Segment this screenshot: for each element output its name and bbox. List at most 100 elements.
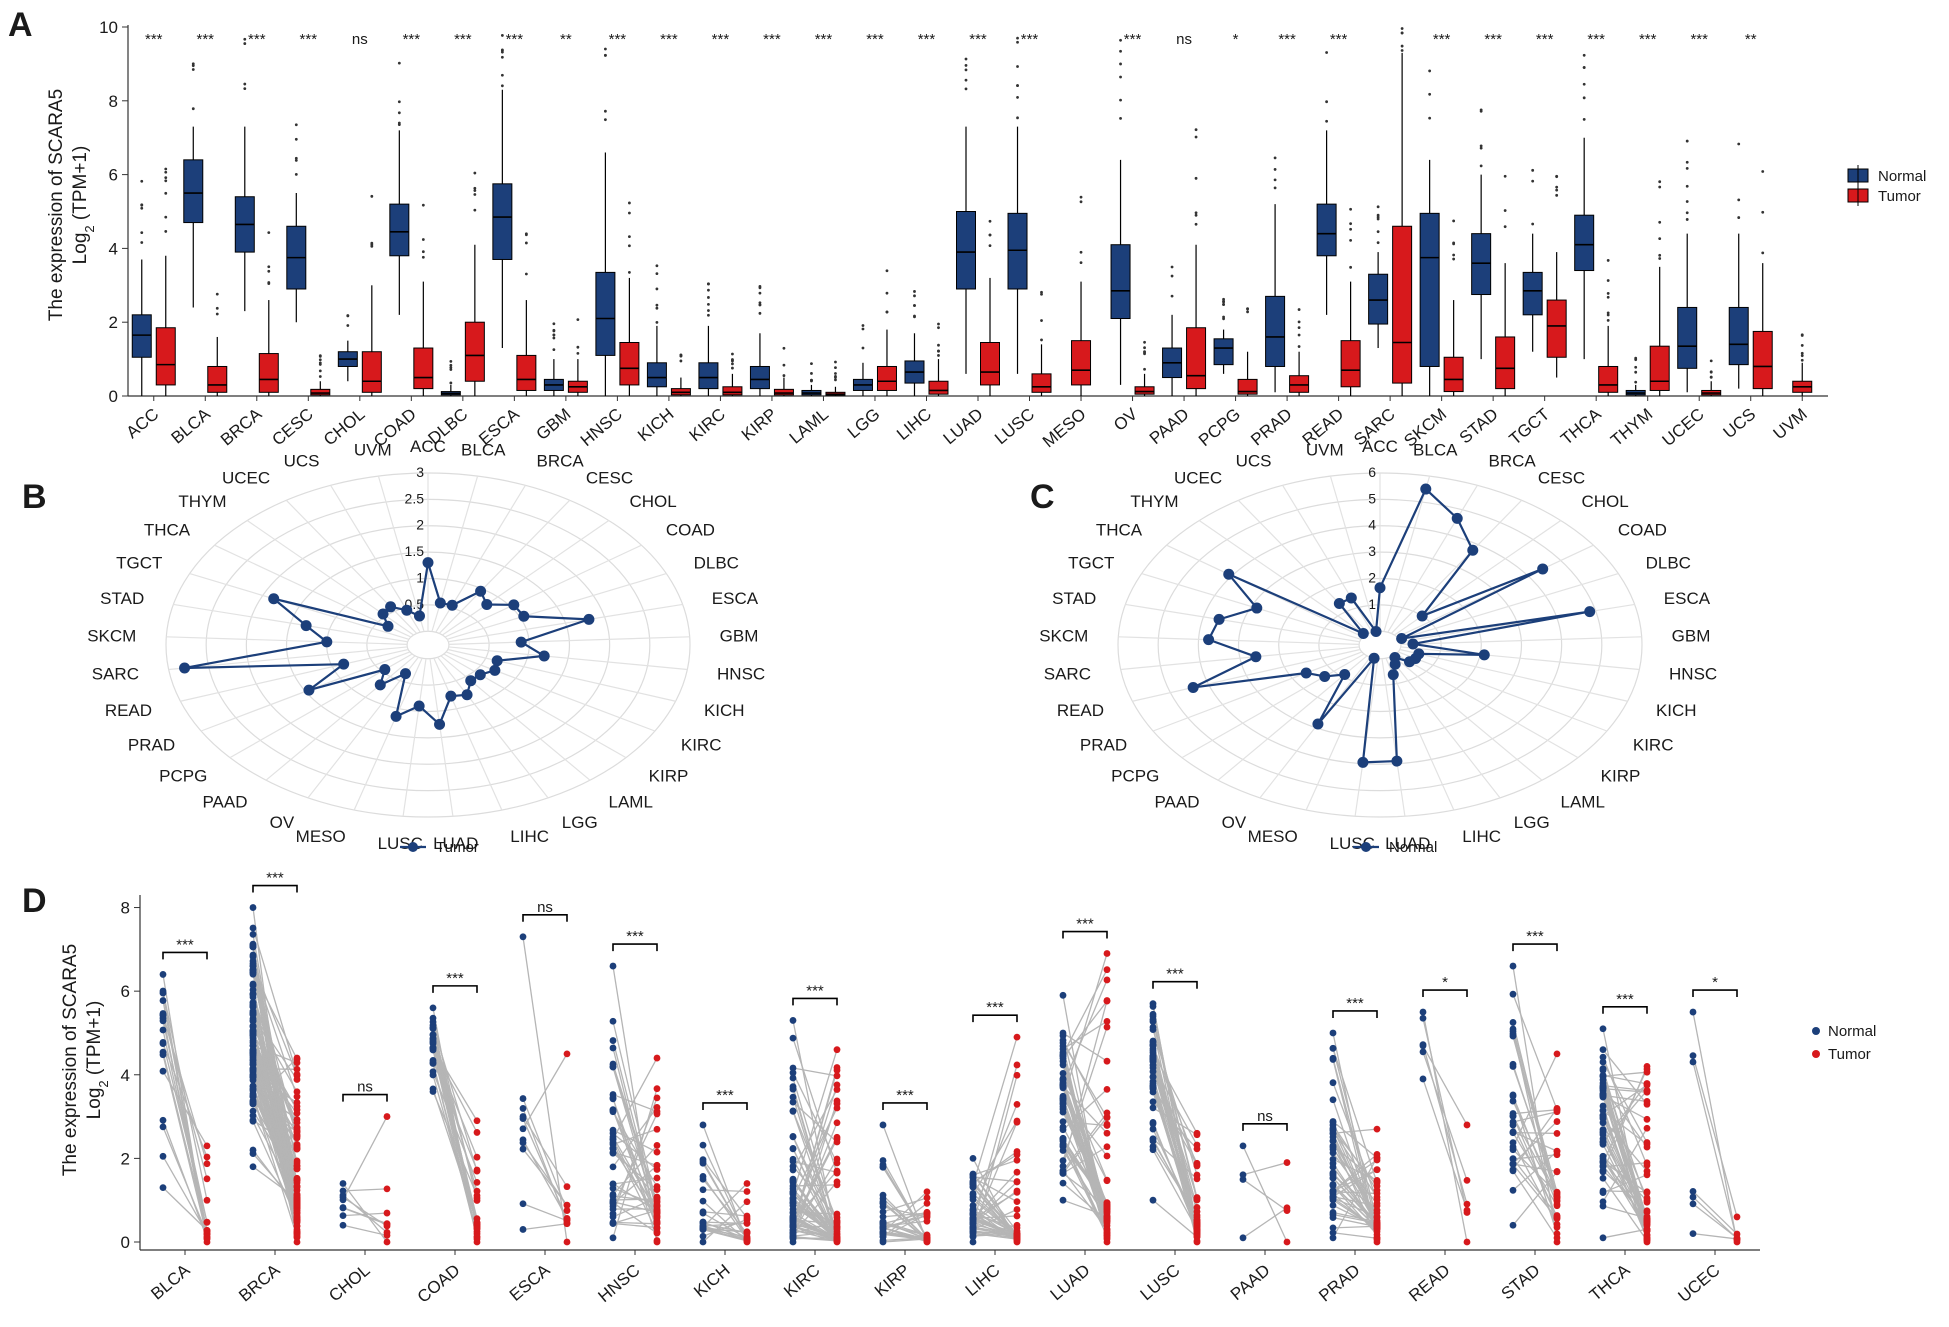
box-tumor-tgct bbox=[1546, 174, 1567, 378]
outlier-point bbox=[782, 363, 786, 367]
outlier-point bbox=[1658, 237, 1662, 241]
normal-point bbox=[1149, 1125, 1157, 1133]
panel-a-ytick-label: 4 bbox=[109, 239, 118, 258]
normal-point bbox=[1419, 1048, 1427, 1056]
panel-c-point-sarc bbox=[1250, 651, 1262, 663]
normal-point bbox=[609, 1199, 617, 1207]
panel-a-significance: *** bbox=[1278, 31, 1296, 48]
normal-point bbox=[1059, 1157, 1067, 1165]
tumor-point bbox=[473, 1225, 481, 1232]
pair-line bbox=[522, 1053, 568, 1130]
outlier-point bbox=[1246, 307, 1249, 311]
tumor-point bbox=[743, 1180, 751, 1187]
normal-point bbox=[159, 1123, 167, 1131]
panel-b-point-ov bbox=[400, 668, 412, 680]
pair-line bbox=[1692, 1196, 1738, 1239]
normal-point bbox=[1059, 1076, 1067, 1083]
normal-point bbox=[1059, 1126, 1067, 1134]
tumor-point bbox=[1193, 1141, 1201, 1149]
panel-c-spoke bbox=[1383, 475, 1431, 632]
outlier-point bbox=[1376, 205, 1380, 209]
pair-line bbox=[1512, 1121, 1558, 1165]
outlier-point bbox=[1685, 200, 1689, 203]
pair-line bbox=[1332, 1120, 1378, 1159]
pair-line bbox=[1602, 1110, 1648, 1145]
panel-b-spoke bbox=[353, 657, 423, 811]
normal-point bbox=[609, 1133, 617, 1141]
normal-point bbox=[1329, 1201, 1337, 1209]
box-normal-prad bbox=[1265, 156, 1286, 393]
normal-point bbox=[1599, 1174, 1607, 1182]
panel-a-significance: *** bbox=[660, 31, 678, 48]
outlier-point bbox=[913, 304, 916, 307]
normal-point bbox=[609, 1017, 617, 1025]
tumor-point bbox=[1103, 997, 1111, 1004]
panel-c-spoke bbox=[1385, 657, 1455, 811]
box bbox=[698, 362, 719, 390]
pair-line bbox=[252, 1054, 298, 1107]
panel-a-significance: *** bbox=[1433, 31, 1451, 48]
outlier-point bbox=[758, 311, 762, 315]
outlier-point bbox=[1194, 128, 1198, 132]
outlier-point bbox=[731, 359, 734, 363]
normal-point bbox=[789, 1209, 797, 1217]
pair-line bbox=[792, 1084, 838, 1226]
panel-c-point-thym bbox=[1357, 628, 1369, 640]
normal-point bbox=[1689, 1187, 1697, 1195]
tumor-point bbox=[1643, 1207, 1651, 1215]
box bbox=[1265, 295, 1286, 367]
normal-point bbox=[429, 1031, 437, 1039]
box-tumor-ov bbox=[1134, 340, 1155, 396]
normal-point bbox=[1059, 1134, 1067, 1142]
outlier-point bbox=[164, 215, 168, 219]
tumor-point bbox=[293, 1065, 301, 1073]
pair-line bbox=[1062, 1088, 1108, 1131]
tumor-point bbox=[833, 1155, 841, 1163]
panel-c-point-esca bbox=[1584, 606, 1596, 618]
tumor-point bbox=[1643, 1115, 1651, 1123]
pair-line bbox=[612, 1222, 658, 1229]
outlier-point bbox=[937, 322, 940, 326]
normal-point bbox=[339, 1180, 347, 1187]
panel-label-c: C bbox=[1030, 478, 1055, 516]
panel-c-legend-marker bbox=[1361, 842, 1371, 852]
tumor-point bbox=[203, 1153, 211, 1161]
panel-a-significance: *** bbox=[866, 31, 884, 48]
panel-a-xtick-label: PAAD bbox=[1146, 405, 1193, 449]
panel-c-spoke bbox=[1398, 572, 1619, 640]
outlier-point bbox=[679, 359, 683, 363]
normal-point bbox=[1689, 1230, 1697, 1238]
panel-b-axis-label: THCA bbox=[144, 521, 191, 540]
normal-point bbox=[699, 1238, 707, 1246]
outlier-point bbox=[552, 322, 556, 326]
outlier-point bbox=[707, 313, 710, 317]
panel-b-axis-label: SARC bbox=[92, 664, 139, 683]
outlier-point bbox=[552, 333, 556, 337]
box bbox=[619, 341, 640, 386]
outlier-point bbox=[603, 53, 607, 57]
box-normal-lusc bbox=[1007, 36, 1028, 374]
normal-point bbox=[1689, 1008, 1697, 1016]
outlier-point bbox=[1079, 200, 1083, 204]
pair-group-paad: ns bbox=[1239, 1108, 1291, 1246]
significance-bracket bbox=[162, 951, 208, 960]
normal-point bbox=[969, 1154, 977, 1162]
outlier-point bbox=[140, 241, 144, 244]
tumor-point bbox=[833, 1167, 841, 1175]
tumor-point bbox=[1013, 1224, 1021, 1232]
normal-point bbox=[789, 1145, 797, 1152]
panel-b-spoke bbox=[377, 475, 425, 632]
outlier-point bbox=[627, 244, 631, 248]
tumor-point bbox=[1553, 1147, 1561, 1155]
panel-c-spoke bbox=[1141, 572, 1362, 640]
pair-group-stad: *** bbox=[1509, 928, 1561, 1246]
panel-c-spoke bbox=[1132, 648, 1361, 702]
panel-c-point-kirp bbox=[1404, 656, 1416, 668]
pair-line bbox=[1062, 1138, 1108, 1234]
outlier-point bbox=[758, 303, 762, 307]
normal-point bbox=[699, 1175, 707, 1183]
panel-c-point-cesc bbox=[1467, 544, 1479, 556]
pair-line bbox=[792, 1067, 838, 1077]
normal-point bbox=[1329, 1187, 1337, 1195]
normal-point bbox=[429, 1068, 437, 1076]
